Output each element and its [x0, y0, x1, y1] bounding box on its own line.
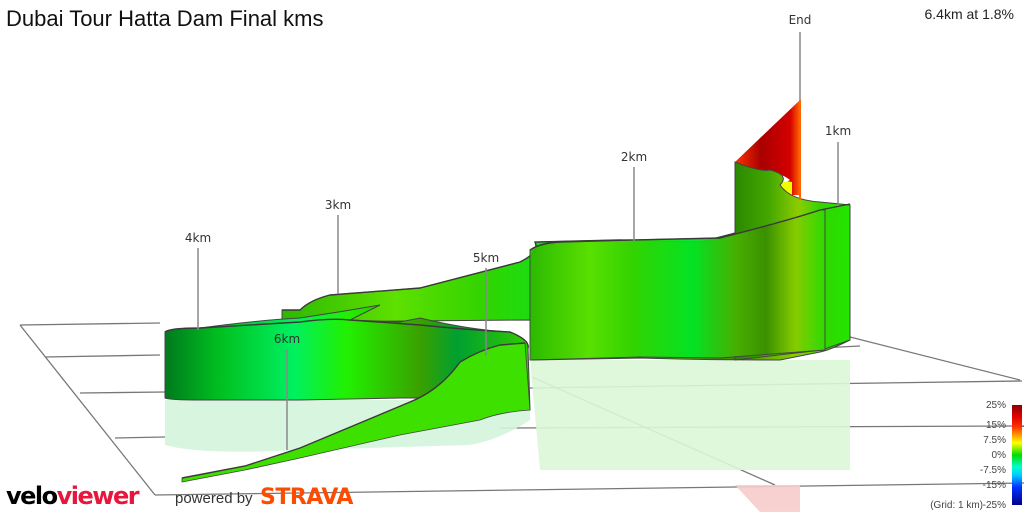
veloviewer-logo[interactable]: veloviewer [6, 482, 140, 510]
legend-label-neg-15: -15% [983, 480, 1006, 491]
ribbon-near-top-edge [164, 318, 529, 349]
grid-scale-note: (Grid: 1 km) [930, 500, 983, 511]
powered-by-text: powered by [175, 490, 253, 507]
gradient-color-bar [1012, 405, 1022, 505]
ribbon-final-ramp [735, 100, 800, 195]
marker-4km: 4km [185, 231, 211, 245]
marker-2km: 2km [621, 150, 647, 164]
ribbon-final-ramp-yellow [778, 181, 792, 196]
route-summary: 6.4km at 1.8% [924, 6, 1015, 22]
legend-label-15: 15% [986, 420, 1006, 431]
strava-logo[interactable]: STRAVA [260, 485, 353, 510]
gradient-legend: 25% 15% 7.5% 0% -7.5% -15% -25% (Grid: 1… [930, 400, 1022, 511]
km-markers: End 1km 2km 3km 4km 5km 6km [185, 13, 851, 450]
marker-6km: 6km [274, 332, 300, 346]
logo-viewer-text: viewer [56, 482, 140, 510]
marker-end: End [789, 13, 812, 27]
ribbon-2km-band [529, 209, 826, 361]
legend-label-neg-25: -25% [983, 500, 1006, 511]
marker-5km: 5km [473, 251, 499, 265]
page-title: Dubai Tour Hatta Dam Final kms [6, 6, 324, 31]
logo-velo-text: velo [6, 482, 58, 510]
marker-1km: 1km [825, 124, 851, 138]
legend-label-7-5: 7.5% [983, 435, 1006, 446]
legend-label-neg-7-5: -7.5% [980, 465, 1006, 476]
marker-3km: 3km [325, 198, 351, 212]
legend-label-0: 0% [992, 450, 1007, 461]
legend-label-25: 25% [986, 400, 1006, 411]
